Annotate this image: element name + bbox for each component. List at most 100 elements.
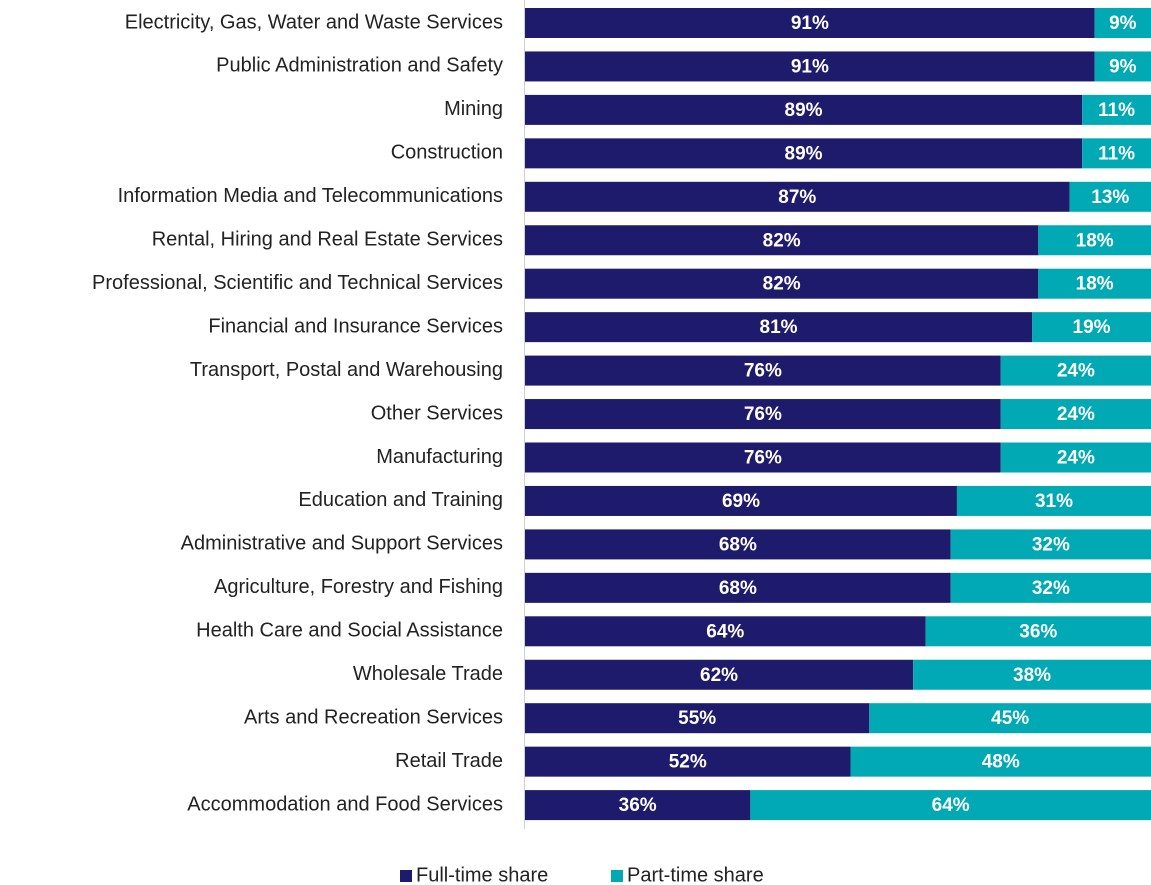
bar-segment [525,616,926,647]
bar-segment [925,616,1151,647]
data-label: 9% [1109,56,1137,77]
y-tick-label: Retail Trade [395,750,503,772]
y-tick-label: Public Administration and Safety [216,55,503,77]
data-label: 64% [932,795,970,816]
y-tick-label: Accommodation and Food Services [187,793,503,815]
data-label: 13% [1091,187,1129,208]
data-label: 36% [619,795,657,816]
data-label: 87% [778,187,816,208]
data-label: 18% [1076,274,1114,295]
data-label: 91% [791,56,829,77]
bar-segment [1000,399,1151,430]
bar-segment [525,138,1083,169]
data-label: 9% [1109,13,1137,34]
bar-segment [1069,181,1151,212]
y-tick-label: Administrative and Support Services [181,533,503,555]
bar-segment [525,746,851,777]
data-label: 76% [744,404,782,425]
data-label: 55% [678,708,716,729]
data-label: 81% [760,317,798,338]
y-tick-label: Manufacturing [376,446,503,468]
legend-label: Full-time share [416,864,548,885]
data-label: 38% [1013,665,1051,686]
y-tick-label: Financial and Insurance Services [208,315,503,337]
bar-segment [525,268,1039,299]
bar-segment [1094,8,1151,38]
bar-segment [525,355,1001,386]
data-label: 11% [1098,143,1135,164]
bar-segment [950,572,1151,603]
bar-segment [525,312,1033,343]
bar-segment [525,225,1039,256]
bar-segment [525,94,1083,125]
data-label: 68% [719,534,757,555]
data-label: 24% [1057,404,1095,425]
data-label: 69% [722,491,760,512]
data-label: 91% [791,13,829,34]
y-tick-label: Arts and Recreation Services [244,706,503,728]
bar-segment [525,659,914,690]
data-label: 52% [669,752,707,773]
y-tick-label: Health Care and Social Assistance [196,620,503,642]
bar-segment [525,181,1070,212]
data-label: 64% [706,621,744,642]
data-label: 68% [719,578,757,599]
bar-segment [525,529,951,560]
data-label: 76% [744,448,782,469]
bar-segment [525,790,751,821]
y-tick-label: Electricity, Gas, Water and Waste Servic… [125,11,503,33]
bar-segment [525,703,870,734]
y-tick-label: Other Services [371,402,503,424]
y-tick-label: Construction [391,142,503,164]
data-label: 24% [1057,448,1095,469]
bar-segment [956,485,1151,516]
bar-segment [525,51,1095,82]
data-label: 32% [1032,534,1070,555]
y-tick-label: Transport, Postal and Warehousing [190,359,503,381]
bar-segment [525,442,1001,473]
bar-segment [525,8,1095,38]
y-tick-label: Agriculture, Forestry and Fishing [214,576,503,598]
y-tick-label: Mining [444,98,503,120]
data-label: 82% [763,274,801,295]
data-label: 82% [763,230,801,251]
y-tick-label: Rental, Hiring and Real Estate Services [152,229,503,251]
data-label: 45% [991,708,1029,729]
bar-segment [1082,94,1151,125]
data-label: 48% [982,752,1020,773]
bar-segment [913,659,1151,690]
bar-segment [869,703,1151,734]
data-label: 32% [1032,578,1070,599]
data-label: 76% [744,361,782,382]
y-tick-label: Information Media and Telecommunications [118,185,503,207]
y-tick-label: Education and Training [298,489,503,511]
data-label: 19% [1073,317,1111,338]
data-label: 31% [1035,491,1073,512]
bar-segment [525,399,1001,430]
legend-swatch [611,870,623,882]
legend-swatch [400,870,412,882]
bar-segment [525,485,957,516]
bar-segment [1032,312,1151,343]
data-label: 36% [1019,621,1057,642]
data-label: 62% [700,665,738,686]
data-label: 89% [785,100,823,121]
data-label: 89% [785,143,823,164]
legend-label: Part-time share [627,864,764,885]
bar-segment [1082,138,1151,169]
data-label: 24% [1057,361,1095,382]
data-label: 11% [1098,100,1135,121]
bar-segment [1000,442,1151,473]
bar-segment [750,790,1151,821]
bar-segment [1000,355,1151,386]
data-label: 18% [1076,230,1114,251]
y-tick-label: Professional, Scientific and Technical S… [92,272,503,294]
bar-segment [850,746,1151,777]
bar-segment [950,529,1151,560]
y-tick-label: Wholesale Trade [353,663,503,685]
bar-segment [1038,225,1151,256]
bar-segment [1094,51,1151,82]
bar-segment [525,572,951,603]
bar-segment [1038,268,1151,299]
